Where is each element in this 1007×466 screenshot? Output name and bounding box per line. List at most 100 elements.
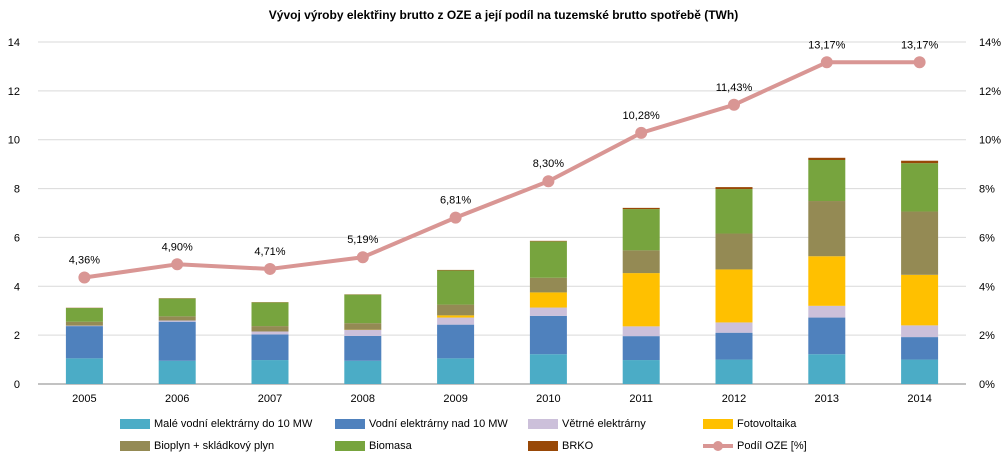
data-label: 8,30%: [533, 158, 564, 170]
legend-swatch: [528, 441, 558, 451]
bar-segment: [901, 337, 939, 360]
bar-segment: [622, 207, 660, 210]
y-tick-label: 10: [8, 135, 20, 147]
y-tick-label: 12: [8, 86, 20, 98]
x-tick-label: 2014: [907, 393, 931, 405]
y2-tick-label: 12%: [979, 86, 1001, 98]
bar-segment: [715, 269, 753, 323]
share-line-point: [820, 56, 833, 69]
bar-segment: [622, 360, 660, 384]
bar-segment: [529, 354, 567, 384]
bar-segment: [715, 233, 753, 270]
legend-item: Fotovoltaika: [703, 418, 796, 430]
bar-segment: [529, 241, 567, 278]
legend-label: Vodní elektrárny nad 10 MW: [369, 418, 508, 430]
bar-segment: [158, 298, 196, 317]
y2-tick-label: 6%: [979, 232, 995, 244]
legend-item: Malé vodní elektrárny do 10 MW: [120, 418, 312, 430]
bar-segment: [622, 273, 660, 327]
share-line-path: [84, 60, 920, 280]
chart-plot: 4,36% 4,90% 4,71% 5,19% 6,81% 8,30% 10,28% 11,4…: [8, 37, 1001, 405]
bar-segment: [622, 250, 660, 274]
bar-segment: [65, 308, 103, 322]
x-tick-label: 2009: [443, 393, 467, 405]
x-tick-label: 2010: [536, 393, 560, 405]
data-label: 6,81%: [440, 195, 471, 207]
chart-title: Vývoj výroby elektřiny brutto z OZE a je…: [268, 8, 739, 22]
bar-segment: [901, 359, 939, 384]
bar-segment: [344, 323, 382, 330]
y-tick-label: 6: [14, 232, 20, 244]
bar-segment: [901, 274, 939, 326]
legend-label: Fotovoltaika: [737, 418, 797, 430]
share-line: 4,36% 4,90% 4,71% 5,19% 6,81% 8,30% 10,28% 11,4…: [69, 39, 938, 284]
bar-segment: [808, 354, 846, 384]
x-tick-label: 2012: [722, 393, 746, 405]
x-tick-label: 2007: [258, 393, 282, 405]
y-tick-label: 2: [14, 330, 20, 342]
y-tick-label: 0: [14, 379, 20, 391]
y-tick-label: 14: [8, 37, 20, 49]
bar-segment: [158, 360, 196, 384]
y-tick-label: 4: [14, 281, 20, 293]
legend-item: Bioplyn + skládkový plyn: [120, 440, 274, 452]
data-label: 10,28%: [623, 110, 661, 122]
y2-tick-label: 2%: [979, 330, 995, 342]
bar-segment: [901, 211, 939, 275]
bar-segment: [158, 320, 196, 322]
bar-segment: [529, 292, 567, 308]
bar-segment: [901, 160, 939, 164]
bar-segment: [437, 315, 475, 318]
bar-segment: [622, 326, 660, 337]
share-line-point: [264, 262, 276, 275]
x-tick-label: 2006: [165, 393, 189, 405]
legend-label: Biomasa: [369, 440, 412, 452]
legend-label: Malé vodní elektrárny do 10 MW: [154, 418, 313, 430]
legend-item: Větrné elektrárny: [528, 418, 646, 430]
bar-segment: [622, 336, 660, 361]
axes: 0 2 4 6 8 10 12 14 0% 2% 4% 6% 8% 10% 12% 14% 2005 2006 20…: [8, 37, 1001, 405]
data-label: 11,43%: [716, 82, 753, 94]
bar-segment: [65, 326, 103, 359]
bar-segment: [158, 316, 196, 321]
legend-swatch: [703, 441, 733, 451]
share-line-point: [542, 175, 555, 188]
share-line-point: [78, 271, 91, 284]
bar-segment: [437, 304, 475, 316]
legend-swatch: [120, 441, 150, 451]
bar-stacks: [65, 157, 939, 384]
legend-item: Vodní elektrárny nad 10 MW: [335, 418, 508, 430]
data-label: 13,17%: [808, 39, 846, 51]
x-tick-label: 2008: [351, 393, 375, 405]
bar-segment: [808, 157, 846, 160]
bar-segment: [529, 315, 567, 355]
y-tick-label: 8: [14, 184, 20, 196]
x-tick-label: 2005: [72, 393, 96, 405]
bar-segment: [622, 209, 660, 251]
y2-tick-label: 14%: [979, 37, 1001, 49]
legend-label: Větrné elektrárny: [562, 418, 646, 430]
legend-swatch: [120, 419, 150, 429]
data-label: 4,36%: [69, 254, 100, 266]
y2-tick-label: 4%: [979, 281, 995, 293]
legend-label: Podíl OZE [%]: [737, 440, 807, 452]
bar-segment: [901, 163, 939, 212]
data-label: 4,90%: [162, 241, 193, 253]
bar-segment: [251, 334, 289, 361]
legend-item: Podíl OZE [%]: [703, 440, 807, 452]
bar-segment: [344, 360, 382, 384]
legend-item: Biomasa: [335, 440, 412, 452]
bar-segment: [808, 159, 846, 202]
share-line-point: [171, 258, 184, 271]
share-line-point: [449, 211, 462, 224]
legend: Malé vodní elektrárny do 10 MW Vodní elek…: [0, 418, 1007, 466]
legend-item: BRKO: [528, 440, 593, 452]
legend-label: BRKO: [562, 440, 594, 452]
bar-segment: [251, 331, 289, 335]
y2-tick-label: 8%: [979, 184, 995, 196]
legend-swatch: [335, 441, 365, 451]
bar-segment: [251, 326, 289, 332]
y2-tick-label: 10%: [979, 135, 1001, 147]
bar-segment: [715, 322, 753, 333]
bar-segment: [65, 321, 103, 326]
